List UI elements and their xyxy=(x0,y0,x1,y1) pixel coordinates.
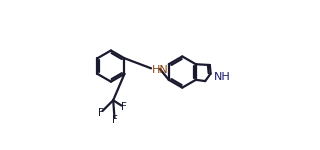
Text: F: F xyxy=(98,108,103,118)
Text: HN: HN xyxy=(152,65,169,75)
Text: F: F xyxy=(121,102,126,112)
Text: NH: NH xyxy=(214,72,231,82)
Text: F: F xyxy=(112,115,118,125)
